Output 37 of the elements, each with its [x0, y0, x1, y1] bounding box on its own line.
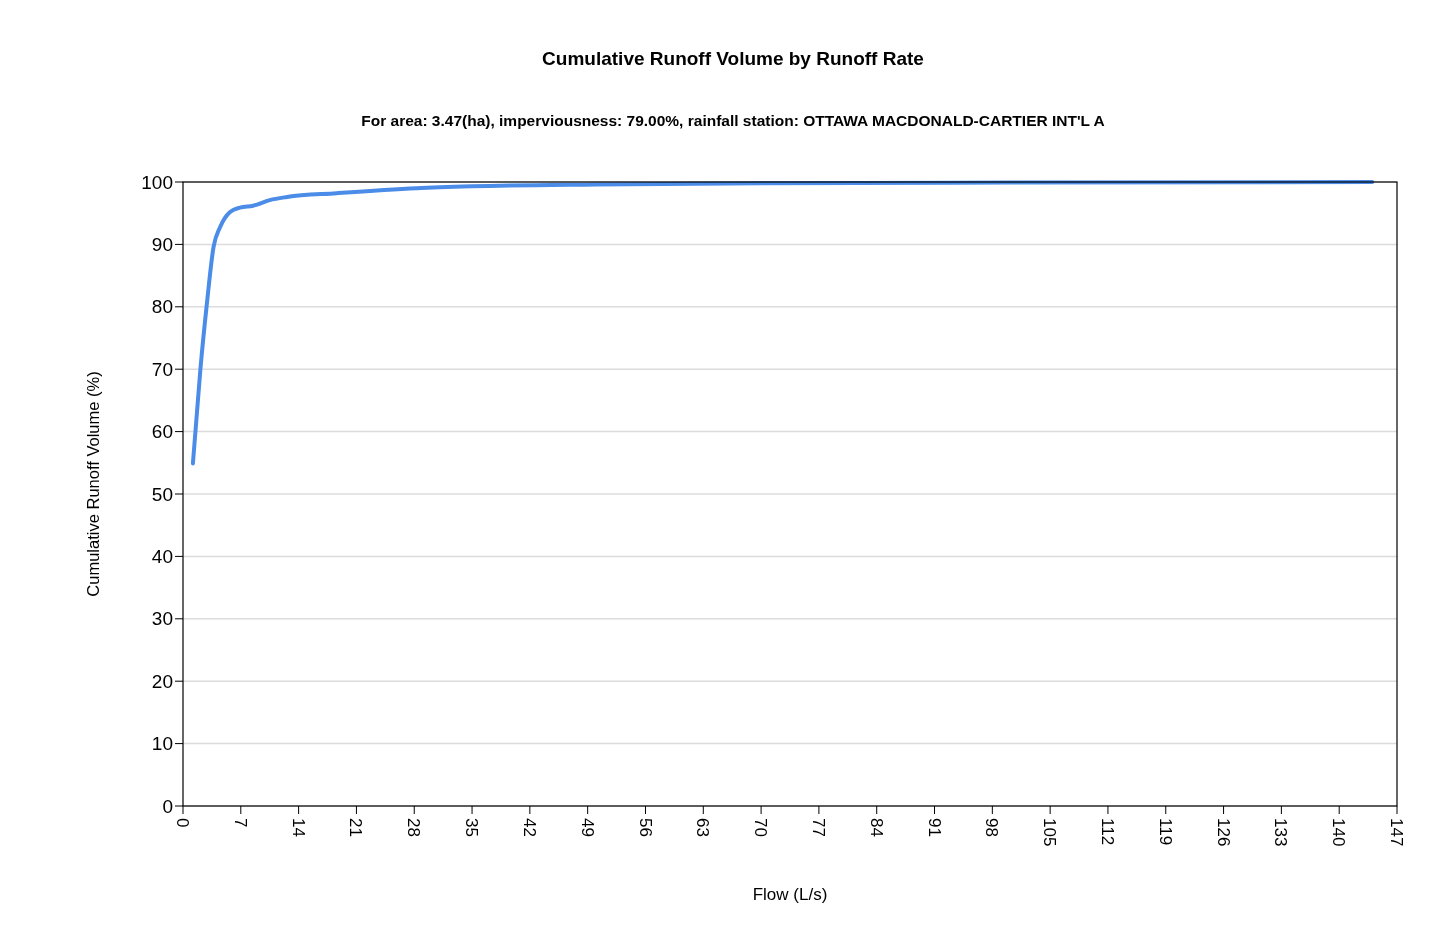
- x-tick-label: 112: [1098, 818, 1117, 846]
- x-tick-label: 84: [866, 818, 886, 837]
- y-tick-label: 90: [151, 234, 173, 256]
- x-tick-label: 91: [924, 818, 944, 837]
- x-tick-label: 147: [1387, 818, 1407, 847]
- x-tick-label: 98: [982, 818, 1002, 837]
- x-tick-label: 21: [346, 818, 366, 837]
- x-tick-label: 77: [808, 818, 828, 837]
- x-tick-label: 70: [751, 818, 771, 837]
- chart-title: Cumulative Runoff Volume by Runoff Rate: [542, 48, 924, 69]
- y-tick-label: 100: [141, 171, 173, 193]
- x-tick-label: 119: [1155, 818, 1175, 846]
- x-tick-label: 105: [1040, 818, 1060, 847]
- x-tick-label: 49: [577, 818, 597, 837]
- chart-subtitle: For area: 3.47(ha), imperviousness: 79.00%, rainfall station: OTTAWA MACDONALD-CARTIER INT'L A: [361, 112, 1105, 129]
- x-tick-label: 7: [230, 818, 250, 828]
- y-tick-label: 60: [151, 421, 173, 443]
- y-axis-title: Cumulative Runoff Volume (%): [84, 371, 102, 597]
- y-tick-label: 50: [151, 483, 173, 505]
- y-tick-label: 40: [151, 546, 173, 568]
- x-axis-title: Flow (L/s): [752, 885, 828, 904]
- x-tick-label: 0: [173, 818, 193, 828]
- y-tick-label: 20: [151, 670, 173, 692]
- x-tick-label: 63: [693, 818, 713, 837]
- x-tick-label: 56: [635, 818, 655, 837]
- x-tick-label: 42: [519, 818, 539, 837]
- x-tick-label: 126: [1213, 818, 1233, 847]
- x-tick-label: 28: [404, 818, 424, 837]
- line-series: [190, 180, 1375, 466]
- x-tick-label: 14: [288, 818, 308, 837]
- x-tick-label: 140: [1329, 818, 1349, 847]
- y-tick-label: 70: [151, 358, 173, 380]
- x-tick-label: 35: [462, 818, 482, 837]
- y-tick-label: 10: [151, 733, 173, 755]
- x-tick-label: 133: [1271, 818, 1291, 847]
- y-tick-label: 80: [151, 296, 173, 318]
- y-tick-label: 30: [151, 608, 173, 630]
